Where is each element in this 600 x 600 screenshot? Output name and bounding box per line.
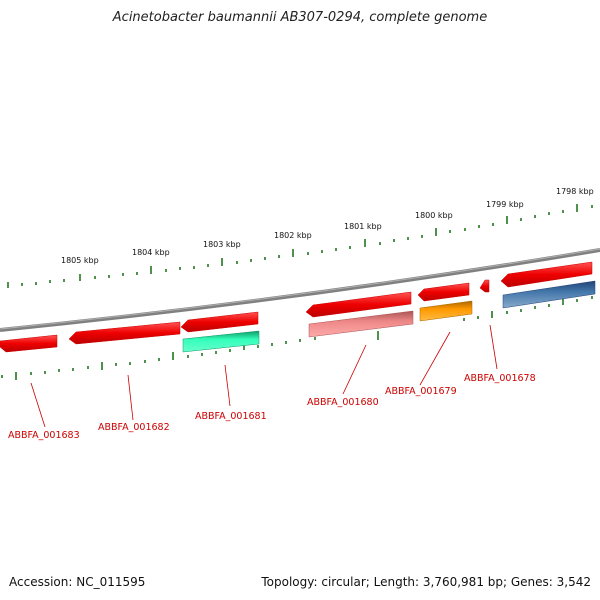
outer-scale-ticks <box>7 204 593 288</box>
scale-label-1798: 1798 kbp <box>556 187 594 196</box>
genome-backbone <box>0 248 600 332</box>
scale-labels: 1798 kbp 1799 kbp 1800 kbp 1801 kbp 1802… <box>61 187 594 265</box>
label-leader-lines <box>30 324 498 428</box>
gene-arrow-001680 <box>305 291 412 318</box>
cds-bar-pink <box>308 310 414 338</box>
scale-label-1804: 1804 kbp <box>132 248 170 257</box>
genome-backbone-highlight <box>0 248 600 330</box>
gene-arrow-001681 <box>180 311 259 333</box>
gene-arrow-001682 <box>68 321 181 345</box>
gene-label-001679: ABBFA_001679 <box>385 386 457 397</box>
cds-features <box>182 280 596 353</box>
gene-arrow-001678 <box>500 261 593 288</box>
scale-label-1802: 1802 kbp <box>274 231 312 240</box>
gene-arrow-001683 <box>0 334 58 353</box>
scale-label-1799: 1799 kbp <box>486 200 524 209</box>
gene-features <box>0 261 593 353</box>
cds-bar-orange <box>419 300 473 322</box>
cds-bar-blue <box>502 280 596 309</box>
accession-text: Accession: NC_011595 <box>9 575 146 589</box>
gene-label-001683: ABBFA_001683 <box>8 430 80 441</box>
gene-label-001680: ABBFA_001680 <box>307 397 379 408</box>
gene-label-001681: ABBFA_001681 <box>195 411 267 422</box>
scale-label-1801: 1801 kbp <box>344 222 382 231</box>
scale-label-1805: 1805 kbp <box>61 256 99 265</box>
gene-arrow-001679 <box>417 282 470 302</box>
cds-bar-cyan <box>182 330 260 353</box>
gene-arrow-small <box>479 279 490 293</box>
genome-summary-text: Topology: circular; Length: 3,760,981 bp… <box>261 575 591 589</box>
gene-labels: ABBFA_001678 ABBFA_001679 ABBFA_001680 A… <box>8 373 536 441</box>
map-title: Acinetobacter baumannii AB307-0294, comp… <box>112 10 488 25</box>
scale-label-1803: 1803 kbp <box>203 240 241 249</box>
gene-label-001678: ABBFA_001678 <box>464 373 536 384</box>
gene-label-001682: ABBFA_001682 <box>98 422 170 433</box>
scale-label-1800: 1800 kbp <box>415 211 453 220</box>
